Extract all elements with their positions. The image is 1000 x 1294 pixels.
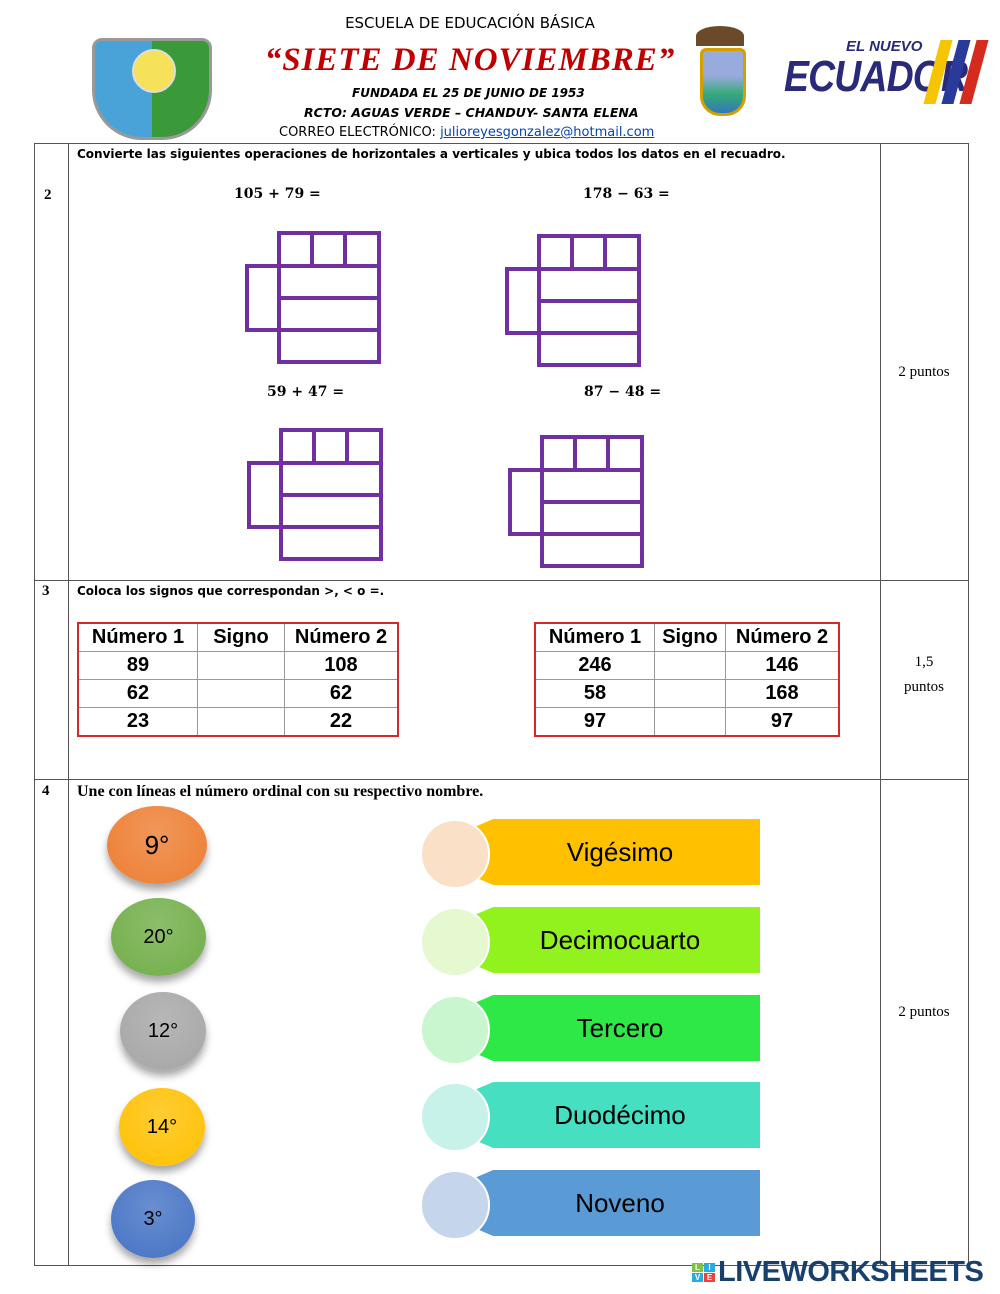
connector-circle[interactable] — [420, 995, 490, 1065]
grid-cell — [540, 532, 644, 568]
answer-grid-2[interactable] — [504, 233, 644, 373]
grid-cell — [279, 525, 383, 561]
founded-date: FUNDADA EL 25 DE JUNIO DE 1953 — [352, 86, 585, 100]
email-line: CORREO ELECTRÓNICO: julioreyesgonzalez@h… — [279, 125, 654, 140]
school-crest-logo — [92, 38, 212, 140]
school-location: RCTO: AGUAS VERDE – CHANDUY- SANTA ELENA — [304, 105, 639, 120]
answer-grid-4[interactable] — [507, 434, 647, 574]
table-row: 246 146 — [534, 651, 840, 680]
grid-cell — [277, 328, 381, 364]
grid-cell — [279, 461, 383, 497]
grid-cell — [277, 264, 381, 300]
grid-cell — [247, 461, 283, 529]
sign-input[interactable] — [654, 651, 726, 680]
grid-cell — [537, 331, 641, 367]
liveworksheets-logo: L I V E LIVEWORKSHEETS — [692, 1256, 984, 1289]
grid-cell — [537, 299, 641, 335]
school-name: “SIETE DE NOVIEMBRE” — [264, 42, 676, 78]
table-row: 58 168 — [534, 679, 840, 708]
grid-cell — [540, 500, 644, 536]
grid-cell — [277, 296, 381, 332]
grid-cell — [540, 468, 644, 504]
grid-cell — [537, 234, 641, 271]
ordinal-bubble[interactable]: 12° — [120, 992, 206, 1070]
connector-circle[interactable] — [420, 1082, 490, 1152]
grid-cell — [279, 428, 383, 465]
ordinal-name-banner[interactable]: Decimocuarto — [470, 907, 760, 973]
operation-3: 59 + 47 = — [267, 384, 345, 400]
coat-of-arms-logo — [688, 26, 752, 120]
ordinal-name-banner[interactable]: Duodécimo — [470, 1082, 760, 1148]
grid-cell — [537, 267, 641, 303]
ordinal-name-banner[interactable]: Vigésimo — [470, 819, 760, 885]
sign-input[interactable] — [654, 707, 726, 737]
grid-cell — [277, 231, 381, 268]
ordinal-bubble[interactable]: 3° — [111, 1180, 195, 1258]
q4-instruction: Une con líneas el número ordinal con su … — [77, 783, 484, 800]
comparison-table-2: Número 1 Signo Número 2 246 146 58 168 97 97 — [534, 622, 840, 737]
ordinal-name-banner[interactable]: Tercero — [470, 995, 760, 1061]
table-row: 62 62 — [77, 679, 399, 708]
ordinal-bubble[interactable]: 14° — [119, 1088, 205, 1166]
email-label: CORREO ELECTRÓNICO: — [279, 125, 441, 140]
grid-cell — [540, 435, 644, 472]
school-type: ESCUELA DE EDUCACIÓN BÁSICA — [345, 14, 595, 32]
answer-grid-3[interactable] — [246, 427, 386, 567]
grid-cell — [508, 468, 544, 536]
sign-input[interactable] — [197, 651, 285, 680]
connector-circle[interactable] — [420, 819, 490, 889]
operation-4: 87 − 48 = — [584, 384, 662, 400]
sign-input[interactable] — [654, 679, 726, 708]
comparison-table-1: Número 1 Signo Número 2 89 108 62 62 23 22 — [77, 622, 399, 737]
answer-grid-1[interactable] — [244, 230, 384, 370]
ordinal-bubble[interactable]: 20° — [111, 898, 206, 976]
operation-1: 105 + 79 = — [234, 186, 321, 202]
connector-circle[interactable] — [420, 907, 490, 977]
sign-input[interactable] — [197, 679, 285, 708]
ordinal-bubble[interactable]: 9° — [107, 806, 207, 884]
table-row: 23 22 — [77, 707, 399, 737]
table-row: 89 108 — [77, 651, 399, 680]
ordinal-name-banner[interactable]: Noveno — [470, 1170, 760, 1236]
operation-2: 178 − 63 = — [583, 186, 670, 202]
question-number-3: 3 — [42, 583, 50, 599]
el-nuevo-ecuador-logo: EL NUEVO ECUADOR — [782, 38, 992, 108]
connector-circle[interactable] — [420, 1170, 490, 1240]
grid-cell — [245, 264, 281, 332]
sign-input[interactable] — [197, 707, 285, 737]
q3-points: 1,5 puntos — [903, 654, 944, 695]
q4-points: 2 puntos — [898, 1004, 950, 1020]
question-number-4: 4 — [42, 783, 50, 799]
grid-cell — [279, 493, 383, 529]
q2-points: 2 puntos — [898, 364, 950, 380]
grid-cell — [505, 267, 541, 335]
question-number-2: 2 — [44, 187, 52, 203]
table-row: 97 97 — [534, 707, 840, 737]
q2-instruction: Convierte las siguientes operaciones de … — [77, 147, 786, 161]
q3-instruction: Coloca los signos que correspondan >, < … — [77, 584, 385, 598]
email-link[interactable]: julioreyesgonzalez@hotmail.com — [440, 125, 655, 140]
